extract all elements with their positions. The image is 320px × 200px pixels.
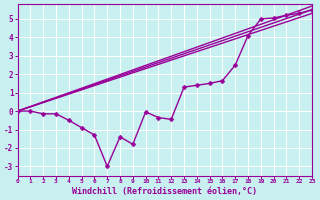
X-axis label: Windchill (Refroidissement éolien,°C): Windchill (Refroidissement éolien,°C) <box>72 187 257 196</box>
